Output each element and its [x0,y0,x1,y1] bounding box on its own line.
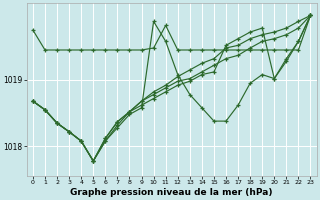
X-axis label: Graphe pression niveau de la mer (hPa): Graphe pression niveau de la mer (hPa) [70,188,273,197]
